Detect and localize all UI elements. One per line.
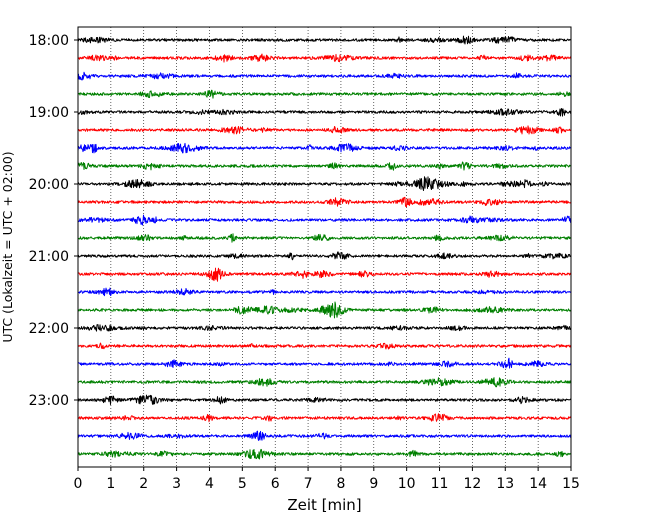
grid-lines (110, 27, 539, 467)
x-tick-label: 1 (106, 476, 115, 492)
y-tick-label: 22:00 (29, 321, 69, 337)
x-tick-label: 15 (562, 476, 580, 492)
x-tick-label: 0 (74, 476, 83, 492)
trace-line (77, 357, 572, 369)
x-axis-ticks: 0 1 2 3 4 5 6 7 8 9 10 11 12 13 14 15 (74, 467, 580, 492)
trace-line (77, 214, 572, 226)
trace-line (77, 251, 572, 261)
x-tick-label: 3 (172, 476, 181, 492)
x-axis-label: Zeit [min] (287, 496, 361, 514)
trace-line (77, 125, 572, 135)
trace-line (77, 287, 572, 297)
trace-line (77, 196, 572, 208)
trace-line (77, 267, 572, 282)
y-axis-ticks: 18:00 19:00 20:00 21:00 22:00 23:00 (29, 33, 78, 409)
y-tick-label: 20:00 (29, 177, 69, 193)
trace-line (77, 413, 572, 423)
x-tick-label: 7 (304, 476, 313, 492)
x-tick-label: 9 (369, 476, 378, 492)
x-tick-label: 5 (238, 476, 247, 492)
x-tick-label: 6 (271, 476, 280, 492)
y-tick-label: 19:00 (29, 105, 69, 121)
plot-frame (77, 26, 572, 468)
y-tick-label: 23:00 (29, 393, 69, 409)
trace-line (77, 71, 572, 81)
x-tick-label: 12 (463, 476, 481, 492)
trace-line (77, 89, 572, 99)
trace-line (77, 233, 572, 243)
plot-area (78, 27, 571, 467)
x-tick-label: 14 (529, 476, 547, 492)
x-tick-label: 8 (336, 476, 345, 492)
trace-line (77, 176, 572, 192)
x-tick-label: 2 (139, 476, 148, 492)
trace-line (77, 53, 572, 63)
trace-line (77, 430, 572, 441)
x-tick-label: 11 (431, 476, 449, 492)
trace-line (77, 161, 572, 171)
trace-line (77, 35, 572, 45)
trace-line (77, 108, 572, 117)
y-tick-label: 18:00 (29, 33, 69, 49)
trace-line (77, 394, 572, 406)
x-tick-label: 13 (496, 476, 514, 492)
seismic-traces (77, 35, 572, 460)
y-axis-label: UTC (Lokalzeit = UTC + 02:00) (0, 151, 15, 342)
y-tick-label: 21:00 (29, 249, 69, 265)
x-tick-label: 10 (398, 476, 416, 492)
trace-line (77, 301, 572, 319)
trace-line (77, 377, 572, 388)
trace-line (77, 324, 572, 332)
x-tick-label: 4 (205, 476, 214, 492)
trace-line (77, 448, 572, 460)
trace-line (77, 142, 572, 154)
trace-line (77, 342, 572, 350)
